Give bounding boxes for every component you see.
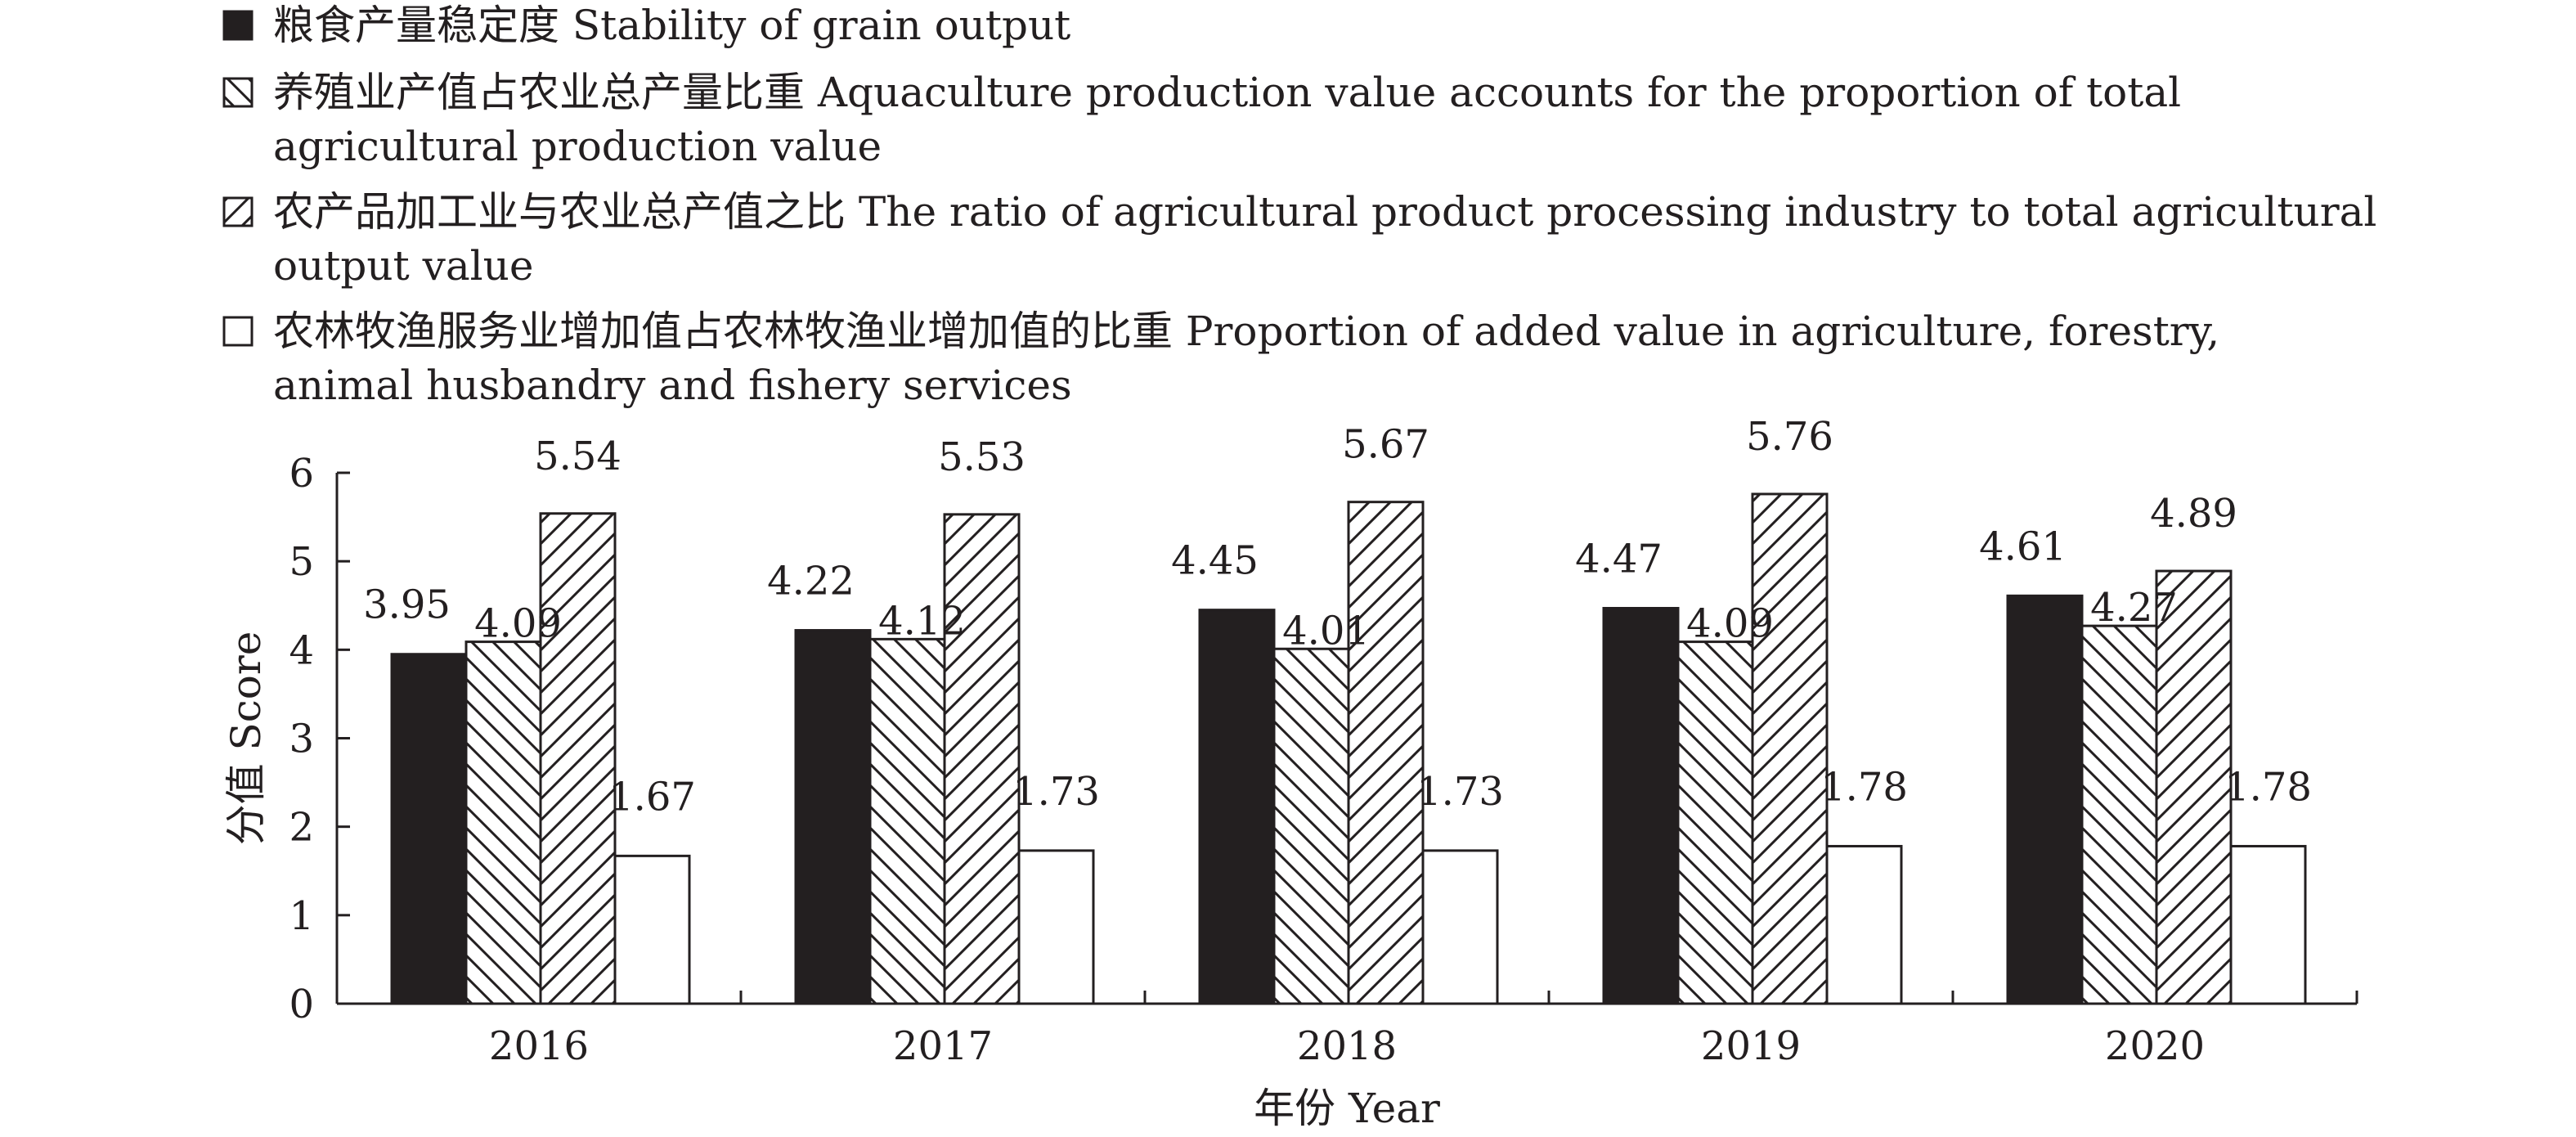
data-label-s2-2016: 5.54 xyxy=(534,434,622,479)
bar-s1-2017 xyxy=(868,637,946,1005)
legend: 粮食产量稳定度 Stability of grain output 养殖业产值占农… xyxy=(222,2,2376,409)
x-tick-label-2019: 2019 xyxy=(1701,1023,1801,1069)
legend-label-0-line-0: 粮食产量稳定度 Stability of grain output xyxy=(273,2,1070,49)
bar-s0-2016 xyxy=(390,653,468,1005)
x-tick-label-2018: 2018 xyxy=(1297,1023,1397,1069)
legend-label-1-line-1: agricultural production value xyxy=(273,123,882,170)
data-label-s0-2017: 4.22 xyxy=(767,559,855,604)
bar-s0-2020 xyxy=(2006,594,2084,1005)
y-tick-label: 0 xyxy=(289,982,314,1027)
data-labels-group: 3.95 4.22 4.45 4.47 4.61 4.09 4.12 4.01 4.09 4.27… xyxy=(363,414,2312,820)
legend-swatch-1 xyxy=(222,77,254,108)
data-label-s2-2018: 5.67 xyxy=(1342,422,1429,468)
bar-s2-2017 xyxy=(943,513,1021,1005)
bar-s3-2020 xyxy=(2229,844,2307,1005)
y-tick-label: 4 xyxy=(289,627,314,673)
bar-s2-2020 xyxy=(2155,569,2233,1005)
bar-s1-2016 xyxy=(464,640,542,1005)
data-label-s0-2019: 4.47 xyxy=(1575,536,1663,582)
bar-s3-2018 xyxy=(1421,849,1499,1005)
bar-s2-2018 xyxy=(1347,501,1425,1005)
bar-s0-2017 xyxy=(794,629,872,1005)
x-axis-title: 年份 Year xyxy=(1254,1085,1440,1132)
y-tick-label: 5 xyxy=(289,539,314,585)
y-tick-label: 2 xyxy=(289,805,314,851)
data-label-s2-2017: 5.53 xyxy=(938,434,1025,480)
data-label-s2-2020: 4.89 xyxy=(2150,491,2237,537)
bar-s2-2019 xyxy=(1751,492,1829,1005)
y-tick-label: 3 xyxy=(289,717,314,762)
bar-s1-2018 xyxy=(1272,647,1350,1005)
data-label-s1-2020: 4.27 xyxy=(2090,585,2178,631)
legend-label-2-line-0: 农产品加工业与农业总产值之比 The ratio of agricultural… xyxy=(273,188,2376,236)
legend-label-1-line-0: 养殖业产值占农业总产量比重 Aquaculture production val… xyxy=(273,69,2181,116)
data-label-s3-2020: 1.78 xyxy=(2224,764,2312,810)
y-tick-label: 1 xyxy=(289,893,314,939)
legend-label-3-line-1: animal husbandry and fishery services xyxy=(273,362,1072,409)
legend-swatch-0 xyxy=(222,10,254,41)
data-label-s3-2018: 1.73 xyxy=(1416,769,1504,815)
y-axis-ticks: 0 1 2 3 4 5 6 xyxy=(289,451,350,1027)
legend-label-2-line-1: output value xyxy=(273,242,533,290)
x-tick-label-2016: 2016 xyxy=(489,1023,589,1069)
bar-s2-2016 xyxy=(539,512,617,1005)
data-label-s2-2019: 5.76 xyxy=(1746,414,1833,460)
x-tick-label-2017: 2017 xyxy=(893,1023,993,1069)
x-tick-label-2020: 2020 xyxy=(2105,1023,2205,1069)
legend-swatch-2 xyxy=(222,196,254,227)
data-label-s3-2019: 1.78 xyxy=(1820,764,1908,810)
bars-group xyxy=(390,492,2307,1005)
data-label-s3-2016: 1.67 xyxy=(608,774,696,820)
bar-s0-2019 xyxy=(1602,606,1680,1005)
data-label-s0-2016: 3.95 xyxy=(363,582,451,628)
data-label-s1-2018: 4.01 xyxy=(1282,608,1370,654)
bar-s0-2018 xyxy=(1198,609,1276,1005)
data-label-s0-2020: 4.61 xyxy=(1979,524,2067,569)
bar-s3-2016 xyxy=(613,854,691,1005)
bar-s3-2019 xyxy=(1825,844,1903,1005)
bar-s3-2017 xyxy=(1017,849,1095,1005)
x-axis-ticks: 2016 2017 2018 2019 2020 xyxy=(335,991,2358,1069)
bar-s1-2020 xyxy=(2080,624,2158,1005)
y-axis-title: 分值 Score xyxy=(222,631,270,846)
legend-label-3-line-0: 农林牧渔服务业增加值占农林牧渔业增加值的比重 Proportion of add… xyxy=(273,308,2219,355)
data-label-s1-2016: 4.09 xyxy=(474,601,562,647)
data-label-s3-2017: 1.73 xyxy=(1012,769,1100,815)
legend-swatch-3 xyxy=(222,316,254,347)
data-label-s1-2017: 4.12 xyxy=(878,598,966,644)
data-label-s1-2019: 4.09 xyxy=(1686,601,1774,647)
bar-s1-2019 xyxy=(1676,640,1754,1005)
y-tick-label: 6 xyxy=(289,451,314,497)
data-label-s0-2018: 4.45 xyxy=(1171,538,1259,584)
